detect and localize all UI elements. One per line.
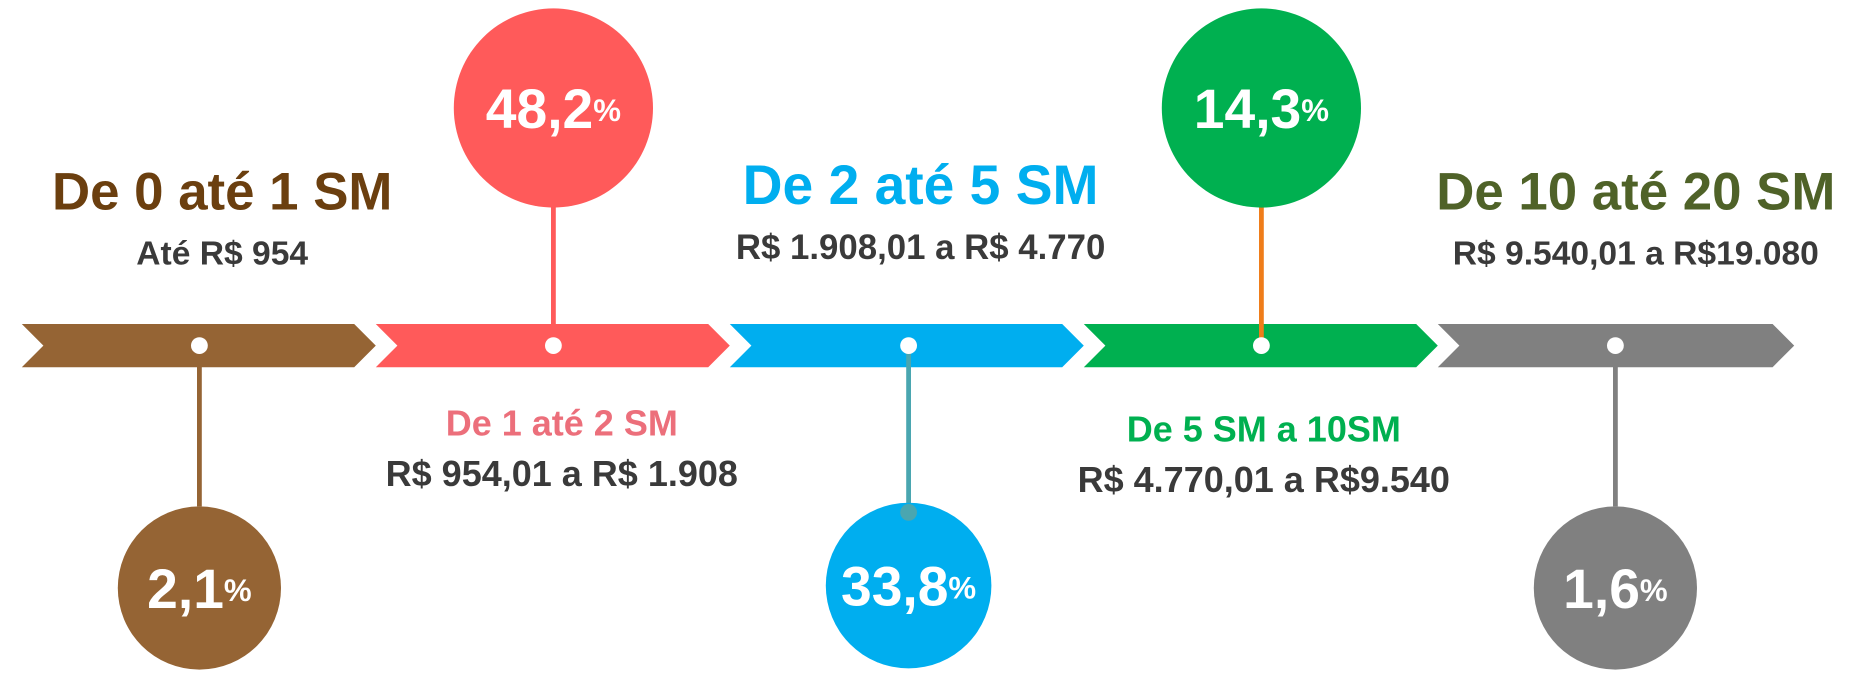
stem-dot: [900, 504, 917, 521]
percent-label: 2,1%: [147, 557, 251, 619]
timeline-dot: [1253, 337, 1270, 354]
segment-range: R$ 954,01 a R$ 1.908: [386, 453, 738, 494]
segment-title: De 5 SM a 10SM: [1127, 409, 1401, 450]
timeline-segment: 2,1% De 0 até 1 SM Até R$ 954: [21, 163, 392, 670]
segment-range: R$ 4.770,01 a R$9.540: [1078, 459, 1450, 500]
percent-bubble: [1161, 8, 1361, 208]
segment-title: De 2 até 5 SM: [743, 154, 1099, 216]
timeline-segment: 48,2% De 1 até 2 SM R$ 954,01 a R$ 1.908: [375, 8, 738, 494]
timeline-dot: [900, 337, 917, 354]
percent-value: 1,6: [1563, 557, 1640, 619]
percent-unit: %: [1301, 93, 1329, 128]
percent-bubble: [1533, 506, 1697, 670]
segment-title: De 10 até 20 SM: [1436, 163, 1835, 222]
timeline-dot: [1607, 337, 1624, 354]
percent-unit: %: [948, 571, 976, 606]
timeline-segment: 33,8% De 2 até 5 SM R$ 1.908,01 a R$ 4.770: [729, 154, 1106, 669]
percent-value: 48,2: [486, 77, 593, 139]
percent-bubble: [825, 502, 992, 669]
segment-range: R$ 1.908,01 a R$ 4.770: [736, 228, 1106, 267]
timeline-segment: 1,6% De 10 até 20 SM R$ 9.540,01 a R$19.08…: [1436, 163, 1835, 670]
percent-label: 33,8%: [841, 555, 976, 617]
percent-label: 48,2%: [486, 77, 621, 139]
timeline-segment: 14,3% De 5 SM a 10SM R$ 4.770,01 a R$9.540: [1078, 8, 1450, 500]
percent-value: 14,3: [1194, 77, 1301, 139]
percent-label: 14,3%: [1194, 77, 1329, 139]
percent-bubble: [453, 8, 653, 208]
percent-bubble: [117, 506, 281, 670]
segment-range: R$ 9.540,01 a R$19.080: [1453, 235, 1819, 272]
segment-title: De 1 até 2 SM: [446, 403, 678, 444]
timeline-dot: [545, 337, 562, 354]
percent-label: 1,6%: [1563, 557, 1667, 619]
percent-unit: %: [1640, 573, 1668, 608]
timeline-dot: [191, 337, 208, 354]
percent-value: 33,8: [841, 555, 948, 617]
segment-range: Até R$ 954: [136, 235, 308, 272]
percent-unit: %: [224, 573, 252, 608]
percent-value: 2,1: [147, 557, 224, 619]
percent-unit: %: [593, 93, 621, 128]
segment-title: De 0 até 1 SM: [52, 163, 392, 222]
